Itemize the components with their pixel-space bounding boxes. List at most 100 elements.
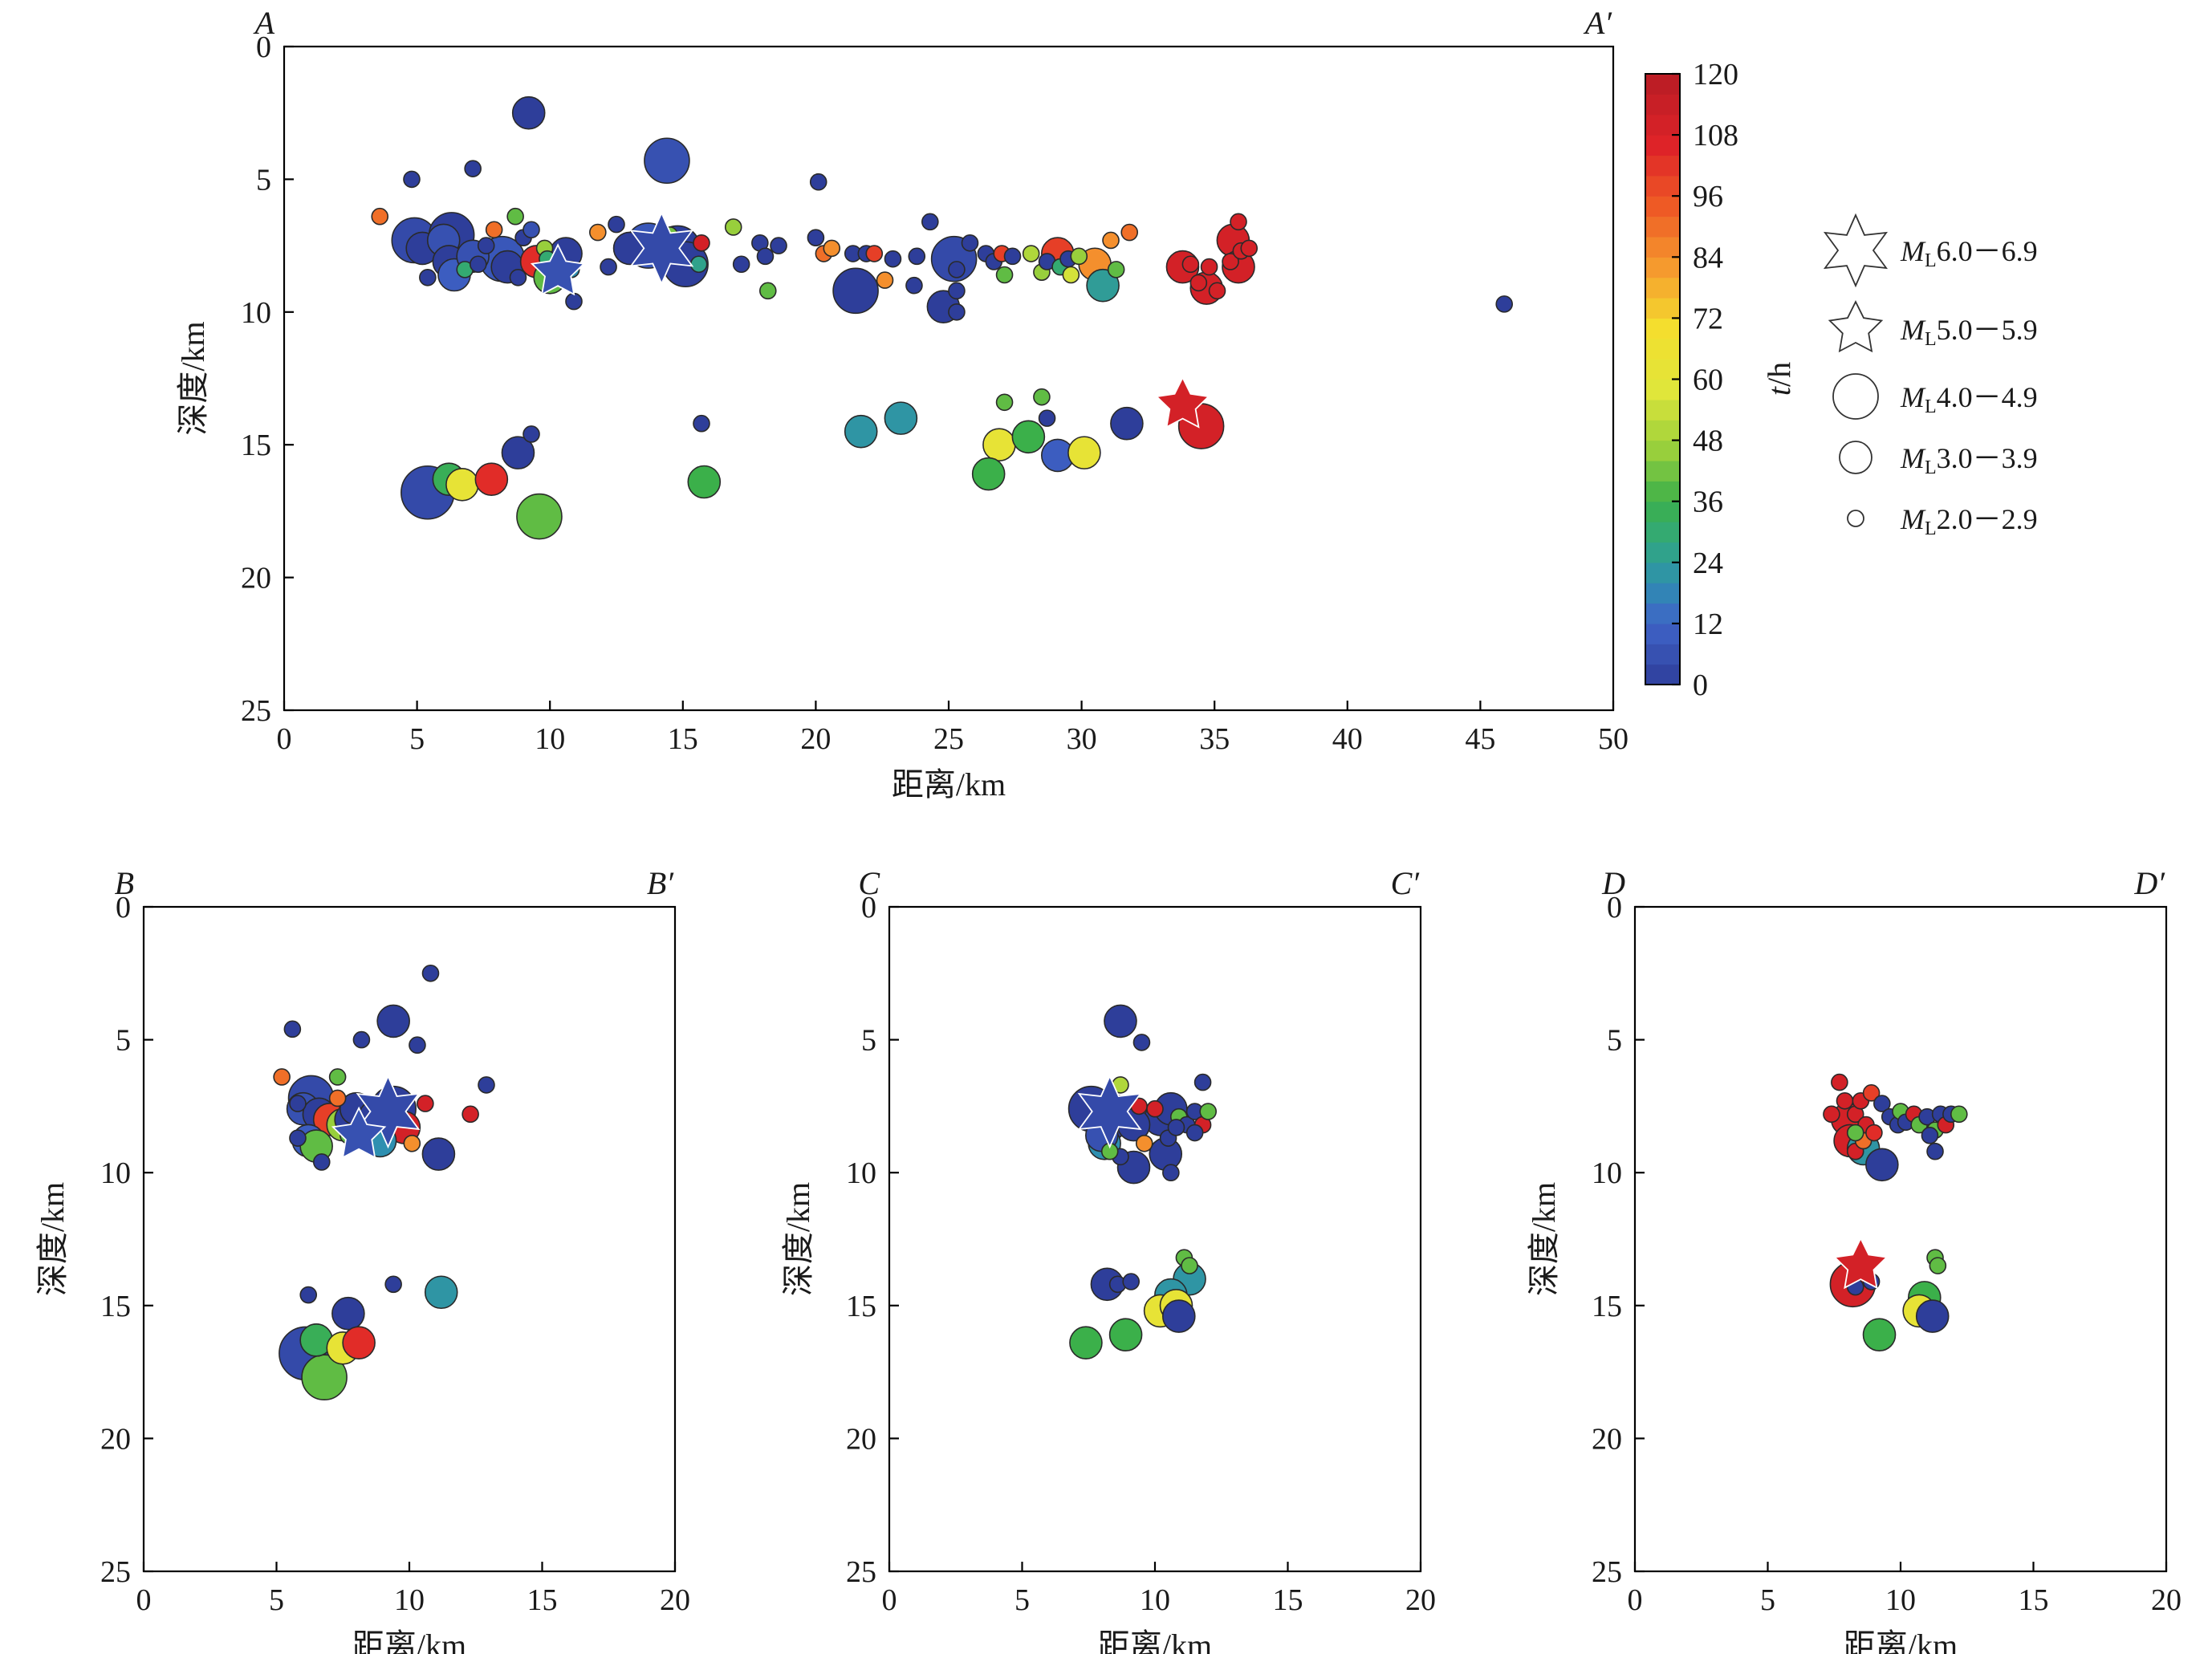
y-tick-label: 20 bbox=[1592, 1422, 1622, 1456]
event-point bbox=[1104, 1004, 1137, 1038]
event-point bbox=[1086, 268, 1120, 303]
event-point bbox=[506, 207, 524, 226]
event-point bbox=[331, 1296, 365, 1331]
y-tick-label: 5 bbox=[256, 163, 271, 197]
event-point bbox=[421, 1137, 456, 1171]
event-point bbox=[301, 1354, 348, 1401]
event-point bbox=[1208, 282, 1226, 300]
event-point bbox=[823, 239, 841, 258]
legend-circle-icon bbox=[1839, 441, 1872, 474]
legend-circle-icon bbox=[1847, 510, 1864, 527]
event-point bbox=[971, 457, 1006, 491]
profile-BB-panel: 0 5 10 15 20 0 5 10 15 20 25 距离/km 深度/km B B′ bbox=[35, 865, 690, 1654]
x-axis-title: 距离/km bbox=[1844, 1628, 1958, 1654]
event-point bbox=[1926, 1142, 1944, 1160]
x-tick-label: 20 bbox=[2151, 1583, 2182, 1617]
event-point bbox=[384, 1275, 402, 1294]
event-point bbox=[1495, 295, 1514, 313]
profile-end-label: D′ bbox=[2133, 865, 2165, 901]
event-point bbox=[289, 1129, 307, 1147]
colorbar-tick-label: 84 bbox=[1693, 241, 1723, 274]
event-point bbox=[501, 436, 535, 469]
x-tick-label: 30 bbox=[1067, 722, 1097, 756]
x-tick-label: 0 bbox=[1628, 1583, 1643, 1617]
event-markers bbox=[371, 96, 1514, 540]
profile-CC-panel: 0 5 10 15 20 0 5 10 15 20 25 距离/km 深度/km C C′ bbox=[780, 865, 1436, 1654]
legend-label: ML4.0－4.9 bbox=[1900, 381, 2038, 417]
event-point bbox=[1135, 1134, 1153, 1152]
colorbar-segment bbox=[1645, 623, 1680, 644]
event-point bbox=[477, 237, 495, 254]
event-point bbox=[600, 258, 617, 276]
colorbar-segment bbox=[1645, 501, 1680, 522]
x-tick-label: 15 bbox=[2019, 1583, 2049, 1617]
event-point bbox=[1022, 245, 1040, 262]
event-point bbox=[403, 170, 421, 189]
event-point bbox=[1167, 1119, 1185, 1136]
colorbar-segment bbox=[1645, 542, 1680, 563]
event-point bbox=[1865, 1148, 1899, 1182]
event-point bbox=[1200, 258, 1218, 276]
event-point bbox=[644, 137, 690, 185]
colorbar-segment bbox=[1645, 420, 1680, 441]
y-tick-label: 0 bbox=[256, 30, 271, 64]
event-point bbox=[421, 965, 440, 982]
event-point bbox=[523, 221, 540, 239]
event-point bbox=[1132, 1034, 1151, 1051]
event-point bbox=[1067, 436, 1101, 469]
colorbar-tick-label: 36 bbox=[1693, 486, 1723, 519]
event-point bbox=[865, 245, 884, 262]
x-tick-label: 5 bbox=[409, 722, 425, 756]
event-point bbox=[1070, 247, 1088, 266]
mainshock-star bbox=[356, 1074, 421, 1149]
event-point bbox=[1240, 239, 1258, 258]
y-tick-label: 15 bbox=[100, 1290, 131, 1323]
event-point bbox=[417, 1095, 434, 1112]
x-tick-label: 5 bbox=[1760, 1583, 1775, 1617]
event-point bbox=[1189, 274, 1208, 292]
event-point bbox=[948, 261, 966, 278]
legend-star6-icon bbox=[1823, 213, 1889, 288]
event-point bbox=[376, 1004, 410, 1038]
y-tick-label: 15 bbox=[241, 429, 271, 462]
y-tick-label: 5 bbox=[116, 1024, 131, 1058]
event-point bbox=[273, 1068, 291, 1086]
colorbar-tick-label: 120 bbox=[1693, 58, 1738, 91]
event-point bbox=[328, 1089, 347, 1107]
event-point bbox=[948, 282, 966, 300]
profile-start-label: A bbox=[253, 5, 275, 41]
profile-end-label: A′ bbox=[1583, 5, 1612, 41]
colorbar-tick-label: 12 bbox=[1693, 608, 1723, 641]
event-point bbox=[1915, 1299, 1950, 1333]
event-point bbox=[1107, 261, 1125, 278]
event-point bbox=[693, 234, 710, 252]
colorbar-segment bbox=[1645, 175, 1680, 197]
y-tick-label: 25 bbox=[100, 1555, 131, 1589]
event-point bbox=[844, 414, 878, 449]
colorbar-tick-label: 72 bbox=[1693, 302, 1723, 335]
event-point bbox=[1950, 1105, 1968, 1124]
x-tick-label: 0 bbox=[136, 1583, 152, 1617]
x-tick-label: 10 bbox=[394, 1583, 425, 1617]
plot-frame bbox=[1633, 905, 2168, 1573]
y-tick-label: 25 bbox=[1592, 1555, 1622, 1589]
colorbar-segment bbox=[1645, 216, 1680, 238]
colorbar-segment bbox=[1645, 257, 1680, 278]
event-point bbox=[1038, 409, 1056, 427]
x-tick-label: 20 bbox=[800, 722, 831, 756]
mainshock-star bbox=[1155, 376, 1210, 429]
x-tick-label: 35 bbox=[1199, 722, 1230, 756]
event-point bbox=[908, 247, 926, 266]
event-point bbox=[1222, 253, 1239, 270]
x-tick-label: 15 bbox=[527, 1583, 558, 1617]
event-point bbox=[445, 468, 479, 502]
event-point bbox=[485, 221, 503, 239]
event-point bbox=[469, 255, 487, 274]
event-point bbox=[948, 303, 966, 321]
event-point bbox=[832, 267, 879, 315]
event-point bbox=[921, 213, 939, 231]
event-point bbox=[1831, 1073, 1848, 1091]
y-tick-label: 5 bbox=[861, 1024, 876, 1058]
y-axis-title: 深度/km bbox=[175, 321, 211, 435]
